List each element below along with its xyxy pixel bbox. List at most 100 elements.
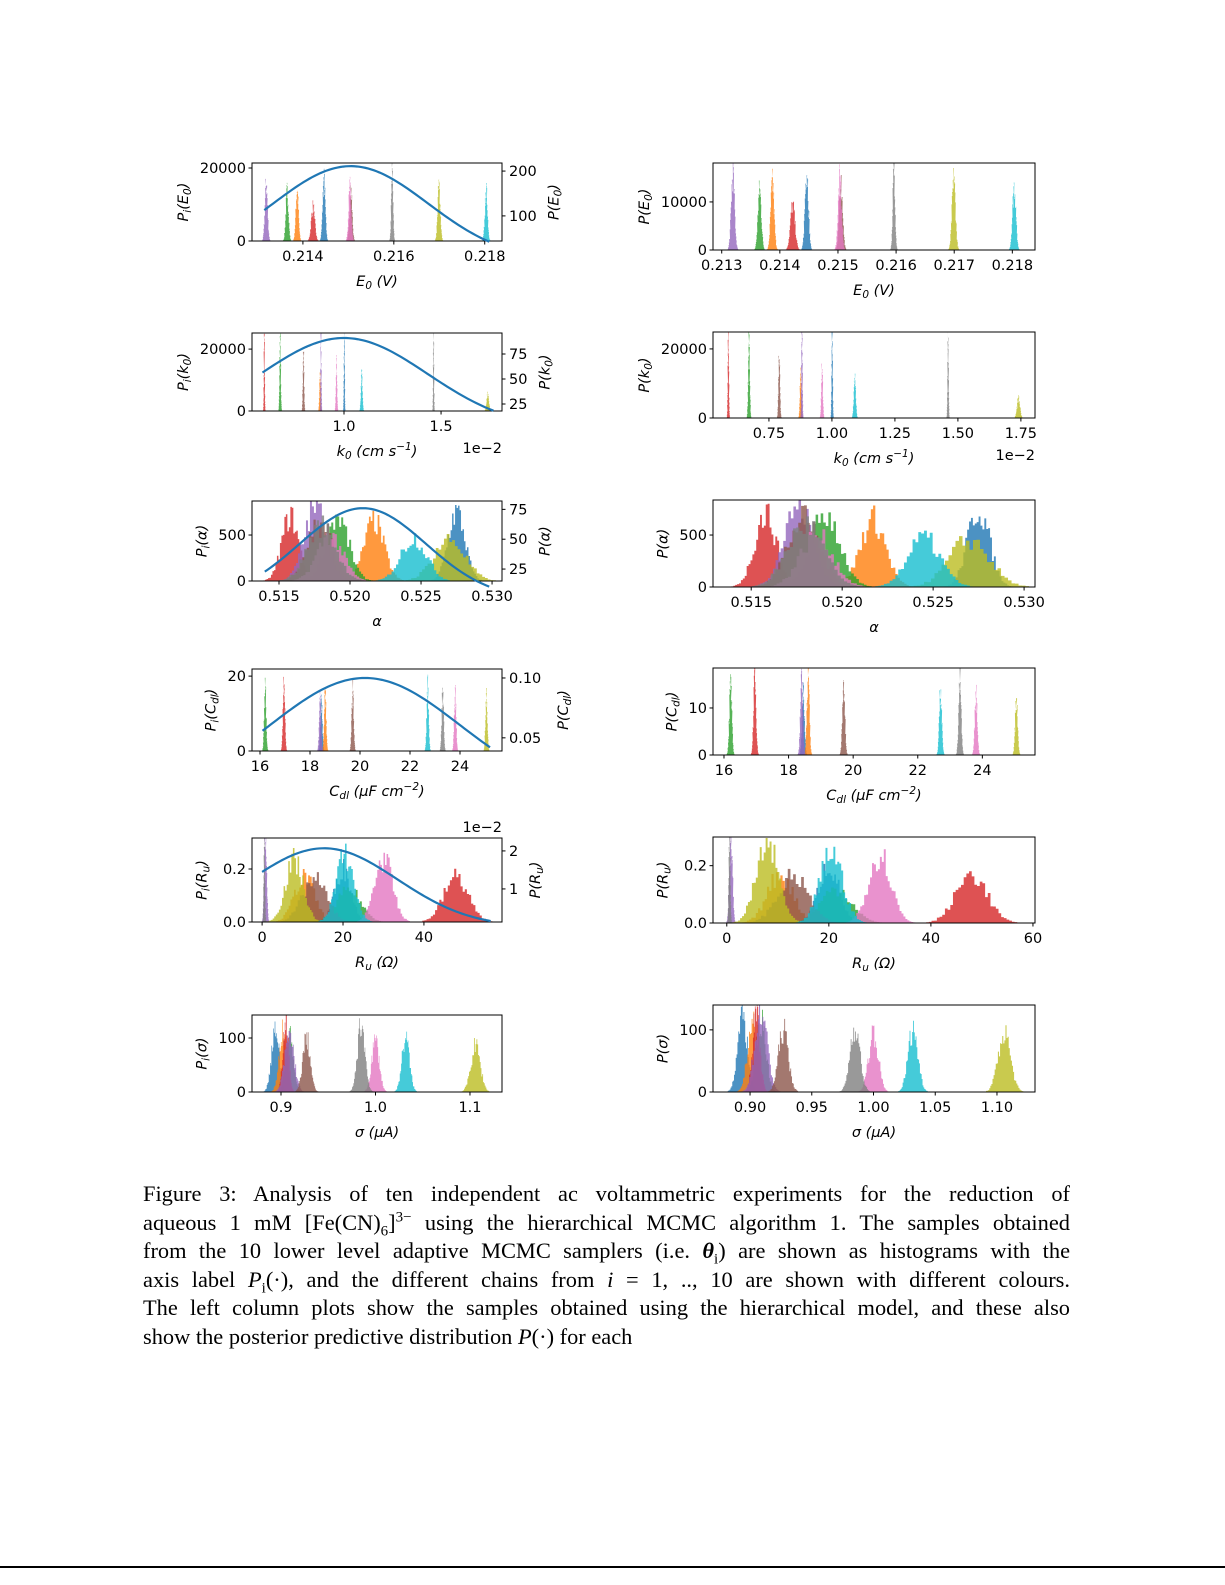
- label-part: ): [547, 184, 563, 191]
- y-tick-label: 0: [237, 744, 246, 760]
- x-tick-label: 1.25: [879, 426, 911, 442]
- caption-text: i: [714, 1251, 719, 1268]
- x-tick-label: 0.525: [912, 595, 954, 611]
- label-part: P(R: [655, 874, 671, 898]
- histogram-chain-2: [803, 668, 813, 755]
- histogram-chain-1: [342, 333, 346, 411]
- x-tick-label: 1.1: [458, 1100, 481, 1116]
- label-part: (C: [204, 703, 220, 720]
- histogram-chain-9: [947, 167, 961, 250]
- histogram-chain-8: [262, 838, 267, 922]
- caption-text: θ: [702, 1238, 715, 1264]
- label-part: (Ω): [869, 956, 896, 972]
- x-tick-label: 40: [922, 931, 940, 947]
- label-part: dl: [210, 694, 222, 704]
- y-tick-label: 500: [679, 528, 707, 544]
- y-axis-label: Pi(Ru): [194, 860, 212, 900]
- histogram-chain-2: [321, 689, 329, 751]
- y-tick-label: 100: [218, 1031, 246, 1047]
- label-part: u: [862, 962, 869, 974]
- histogram-chain-9: [459, 1037, 493, 1092]
- x-tick-label: 0.95: [796, 1100, 828, 1116]
- x-tick-label: 1.5: [430, 419, 453, 435]
- x-tick-label: 0: [722, 931, 731, 947]
- label-part: (k: [176, 365, 192, 380]
- label-part: ): [556, 690, 572, 697]
- axes-frame: [251, 837, 503, 923]
- axes-frame: [712, 162, 1036, 251]
- caption-text: i: [607, 1266, 614, 1292]
- histogram-chain-5: [726, 163, 740, 250]
- x-axis-label: Ru (Ω): [355, 955, 399, 973]
- histogram-chain-1: [426, 505, 487, 581]
- histogram-chain-5: [739, 1005, 783, 1092]
- right-y-axis-label: P(Ru): [528, 862, 546, 899]
- label-part: k: [337, 444, 346, 460]
- label-part: 0: [862, 289, 869, 301]
- x-tick-label: 1.50: [942, 426, 974, 442]
- right-y-tick-label: 0.10: [509, 671, 541, 687]
- histogram-chain-7: [833, 164, 847, 250]
- label-part: (μF cm: [846, 788, 901, 804]
- histogram-chain-1: [830, 332, 835, 418]
- label-part: P: [176, 382, 192, 391]
- right-y-axis-label: P(E0): [547, 184, 565, 220]
- histogram-chain-7: [819, 363, 825, 418]
- x-tick-label: 1.00: [816, 426, 848, 442]
- caption-text: = 1, .., 10 are shown with different col…: [613, 1266, 1070, 1292]
- label-part: 0: [643, 194, 655, 201]
- caption-line: aqueous 1 mM [Fe(CN)6]3− using the hiera…: [143, 1209, 1070, 1239]
- x-tick-label: 1.0: [364, 1100, 387, 1116]
- posterior-predictive-curve: [261, 676, 491, 749]
- y-tick-label: 0: [698, 748, 707, 764]
- histogram-chain-8: [742, 516, 870, 587]
- label-part: dl: [836, 794, 846, 806]
- label-part: (cm s: [352, 444, 397, 460]
- label-part: P(R: [528, 874, 544, 898]
- x-tick-label: 20: [334, 930, 352, 946]
- y-axis-label: P(σ): [655, 1034, 671, 1063]
- y-tick-label: 100: [679, 1023, 707, 1039]
- label-part: P(k: [537, 366, 553, 389]
- axes-frame: [251, 668, 503, 752]
- histograms: [727, 500, 1035, 587]
- x-tick-label: 0.214: [282, 249, 324, 265]
- y-tick-label: 0: [237, 234, 246, 250]
- x-tick-label: 0: [257, 930, 266, 946]
- histogram-chain-8: [955, 668, 965, 755]
- label-part: u: [200, 865, 212, 872]
- posterior-predictive-curve: [261, 336, 494, 412]
- caption-text: Figure 3: Analysis of ten independent ac…: [143, 1181, 1070, 1206]
- histogram-chain-2: [828, 505, 918, 587]
- y-tick-label: 0: [698, 243, 707, 259]
- label-part: u: [365, 961, 372, 973]
- histogram-chain-9: [982, 1025, 1026, 1092]
- histogram-chain-9: [728, 838, 807, 923]
- histograms: [262, 1015, 493, 1092]
- label-part: ): [655, 862, 671, 869]
- y-axis-label: P(Cdl): [665, 692, 683, 732]
- label-part: ): [204, 689, 220, 696]
- caption-text: 3−: [395, 1209, 412, 1226]
- label-part: ): [194, 860, 210, 867]
- x-tick-label: 0.520: [821, 595, 863, 611]
- label-part: 0: [842, 457, 849, 469]
- axes-frame: [251, 500, 503, 582]
- label-part: P(E: [637, 200, 653, 224]
- y-axis-label: Pi(α): [194, 525, 212, 558]
- label-part: P(α): [537, 526, 553, 556]
- x-tick-label: 0.75: [753, 426, 785, 442]
- histogram-chain-9: [899, 536, 1035, 587]
- histograms: [260, 501, 502, 581]
- histogram-chain-8: [889, 163, 899, 250]
- right-y-tick-label: 25: [509, 562, 527, 578]
- x-tick-label: 24: [973, 763, 991, 779]
- histogram-chain-3: [277, 333, 283, 411]
- x-tick-label: 0.530: [471, 589, 513, 605]
- caption-text: ) are shown as histograms with the: [718, 1238, 1071, 1264]
- label-part: 0: [543, 360, 555, 367]
- x-axis-label: Cdl (μF cm−2): [329, 781, 424, 802]
- label-part: (Ω): [372, 955, 399, 971]
- histogram-chain-10: [424, 674, 432, 751]
